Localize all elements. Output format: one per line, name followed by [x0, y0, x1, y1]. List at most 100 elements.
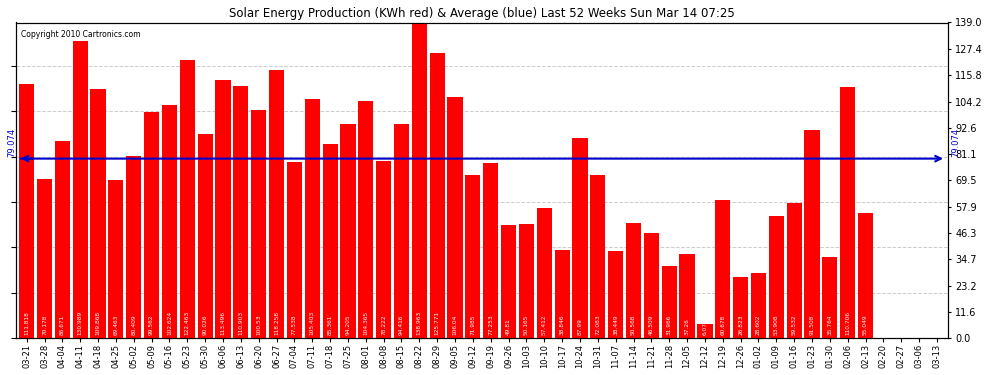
Text: 113.496: 113.496 — [221, 311, 226, 335]
Text: 6.079: 6.079 — [703, 318, 708, 335]
Bar — [679, 254, 695, 338]
Bar — [661, 266, 677, 338]
Bar — [554, 250, 569, 338]
Text: 77.253: 77.253 — [488, 314, 493, 335]
Bar — [90, 88, 106, 338]
Text: 53.908: 53.908 — [774, 314, 779, 335]
Bar — [823, 257, 838, 338]
Bar — [72, 41, 88, 338]
Bar — [126, 156, 142, 338]
Bar — [269, 70, 284, 338]
Text: 138.963: 138.963 — [417, 311, 422, 335]
Bar — [465, 175, 480, 338]
Bar — [54, 141, 70, 338]
Text: 109.868: 109.868 — [96, 311, 101, 335]
Bar — [644, 232, 659, 338]
Text: 125.771: 125.771 — [435, 311, 440, 335]
Text: 49.81: 49.81 — [506, 318, 511, 335]
Text: 79.074: 79.074 — [7, 128, 16, 158]
Text: 80.409: 80.409 — [132, 314, 137, 335]
Text: 69.463: 69.463 — [114, 315, 119, 335]
Bar — [572, 138, 587, 338]
Text: 94.205: 94.205 — [346, 314, 350, 335]
Text: 130.989: 130.989 — [77, 310, 83, 335]
Text: 90.026: 90.026 — [203, 314, 208, 335]
Text: 78.222: 78.222 — [381, 314, 386, 335]
Text: 77.538: 77.538 — [292, 314, 297, 335]
Text: 71.985: 71.985 — [470, 314, 475, 335]
Bar — [341, 124, 355, 338]
Title: Solar Energy Production (KWh red) & Average (blue) Last 52 Weeks Sun Mar 14 07:2: Solar Energy Production (KWh red) & Aver… — [229, 7, 735, 20]
Bar — [841, 87, 855, 338]
Text: 100.53: 100.53 — [256, 314, 261, 335]
Bar — [626, 224, 642, 338]
Bar — [323, 144, 338, 338]
Bar — [180, 60, 195, 338]
Bar — [483, 163, 498, 338]
Text: Copyright 2010 Cartronics.com: Copyright 2010 Cartronics.com — [21, 30, 141, 39]
Text: 57.412: 57.412 — [542, 314, 546, 335]
Bar — [537, 208, 551, 338]
Bar — [787, 203, 802, 338]
Text: 87.99: 87.99 — [577, 318, 582, 335]
Bar — [234, 86, 248, 338]
Bar — [858, 213, 873, 338]
Text: 102.624: 102.624 — [167, 311, 172, 335]
Bar — [715, 200, 731, 338]
Text: 110.903: 110.903 — [239, 311, 244, 335]
Text: 91.508: 91.508 — [810, 314, 815, 335]
Text: 28.602: 28.602 — [756, 314, 761, 335]
Text: 111.818: 111.818 — [24, 311, 29, 335]
Bar — [37, 179, 52, 338]
Bar — [305, 99, 320, 338]
Text: 99.562: 99.562 — [149, 314, 154, 335]
Bar — [287, 162, 302, 338]
Bar — [768, 216, 784, 338]
Bar — [697, 324, 713, 338]
Text: 122.463: 122.463 — [185, 311, 190, 335]
Bar — [144, 112, 159, 338]
Bar — [108, 180, 124, 338]
Text: 106.04: 106.04 — [452, 315, 457, 335]
Text: 37.26: 37.26 — [684, 318, 690, 335]
Text: 50.568: 50.568 — [631, 314, 636, 335]
Text: 72.083: 72.083 — [595, 314, 600, 335]
Text: 38.846: 38.846 — [559, 314, 564, 335]
Bar — [161, 105, 177, 338]
Text: 50.165: 50.165 — [524, 315, 529, 335]
Text: 46.509: 46.509 — [648, 314, 653, 335]
Bar — [394, 124, 409, 338]
Bar — [519, 224, 534, 338]
Bar — [805, 130, 820, 338]
Text: 118.258: 118.258 — [274, 311, 279, 335]
Bar — [608, 251, 624, 338]
Bar — [750, 273, 766, 338]
Text: 26.823: 26.823 — [739, 314, 743, 335]
Text: 60.678: 60.678 — [721, 315, 726, 335]
Bar — [590, 174, 606, 338]
Bar — [358, 101, 373, 338]
Bar — [19, 84, 35, 338]
Text: 59.532: 59.532 — [792, 314, 797, 335]
Text: 35.764: 35.764 — [828, 314, 833, 335]
Bar — [430, 53, 445, 338]
Text: 104.365: 104.365 — [363, 311, 368, 335]
Text: 55.049: 55.049 — [863, 314, 868, 335]
Text: 85.361: 85.361 — [328, 315, 333, 335]
Bar — [376, 160, 391, 338]
Text: 70.178: 70.178 — [42, 314, 47, 335]
Text: 105.403: 105.403 — [310, 310, 315, 335]
Text: 31.966: 31.966 — [666, 315, 672, 335]
Bar — [198, 134, 213, 338]
Bar — [501, 225, 516, 338]
Text: 79.074: 79.074 — [951, 128, 960, 158]
Bar — [251, 110, 266, 338]
Bar — [733, 278, 748, 338]
Bar — [412, 22, 427, 338]
Bar — [216, 80, 231, 338]
Text: 38.449: 38.449 — [613, 314, 618, 335]
Text: 94.416: 94.416 — [399, 315, 404, 335]
Text: 110.706: 110.706 — [845, 311, 850, 335]
Bar — [447, 98, 462, 338]
Text: 86.671: 86.671 — [59, 315, 65, 335]
